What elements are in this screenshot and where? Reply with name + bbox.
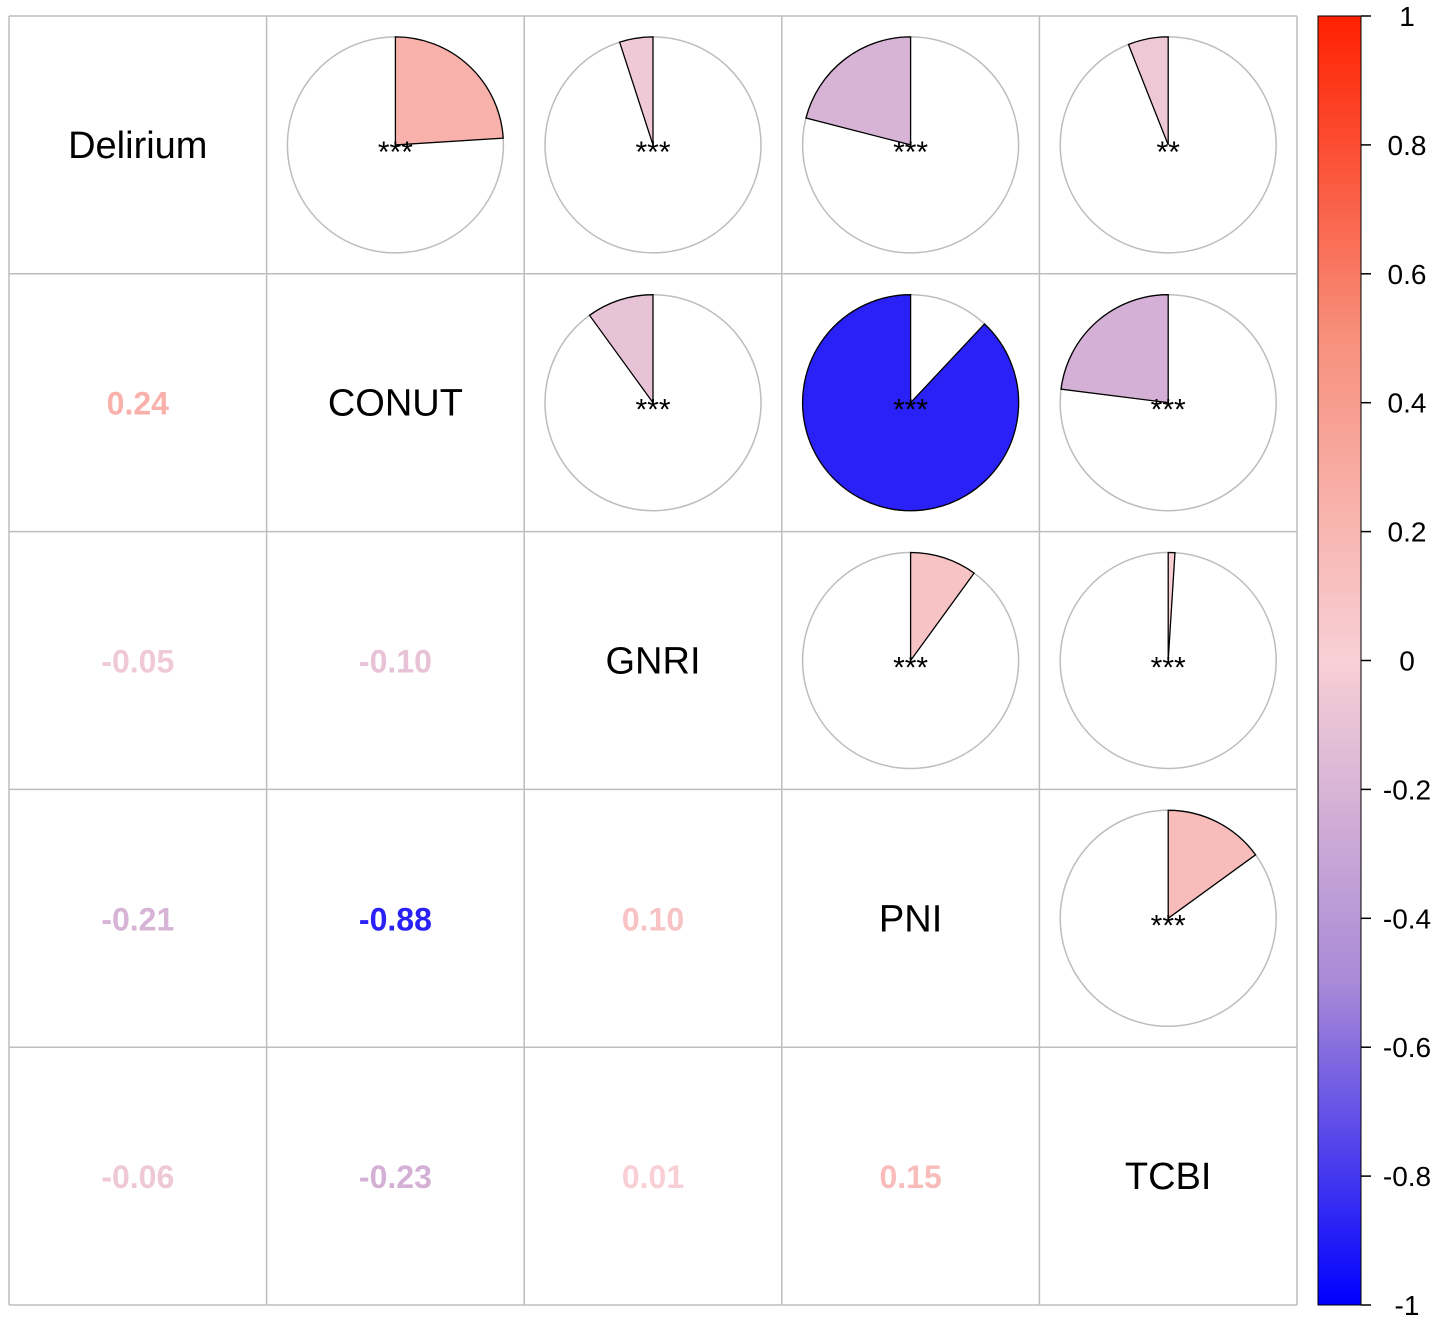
correlation-value: 0.15 <box>879 1159 941 1195</box>
pie-wedge <box>1127 36 1169 146</box>
colorbar-tick-label: -0.4 <box>1383 903 1431 934</box>
variable-label: TCBI <box>1125 1156 1212 1198</box>
significance-stars: *** <box>893 136 928 169</box>
pie-wedge <box>1060 294 1169 404</box>
significance-stars: *** <box>378 136 413 169</box>
pie-wedge <box>805 36 912 146</box>
significance-stars: *** <box>1151 394 1186 427</box>
correlation-value: -0.05 <box>101 644 174 680</box>
correlation-value: -0.06 <box>101 1159 174 1195</box>
colorbar-tick-label: -1 <box>1395 1290 1420 1321</box>
significance-stars: *** <box>1151 652 1186 685</box>
variable-label: GNRI <box>606 641 701 683</box>
colorbar-tick-label: 0.4 <box>1388 388 1427 419</box>
pie-layer <box>286 36 1277 1028</box>
pie-wedge <box>909 551 975 663</box>
colorbar-tick-label: 0.2 <box>1388 517 1427 548</box>
colorbar-tick-label: -0.8 <box>1383 1161 1431 1192</box>
colorbar-legend: 1 0.8 0.6 0.4 0.2 0 -0.2 -0.4 -0.6 -0.8 -1 <box>1317 1 1431 1321</box>
significance-stars: ** <box>1157 136 1181 169</box>
correlation-value: -0.10 <box>359 644 432 680</box>
grid-layer <box>8 15 1298 1306</box>
significance-stars: *** <box>1151 909 1186 942</box>
variable-label: CONUT <box>328 383 463 425</box>
pie-wedge <box>394 36 504 146</box>
colorbar-tick-label: 1 <box>1399 1 1415 32</box>
colorbar-tick-label: -0.2 <box>1383 774 1431 805</box>
variable-label: PNI <box>879 898 942 940</box>
pie-wedge <box>1167 551 1176 661</box>
correlation-value: -0.23 <box>359 1159 432 1195</box>
pie-wedge <box>1167 809 1257 920</box>
pie-wedge <box>802 294 1020 512</box>
colorbar-tick-label: 0 <box>1399 646 1415 677</box>
significance-stars: *** <box>893 394 928 427</box>
correlation-value: 0.24 <box>107 386 169 422</box>
correlation-value: -0.88 <box>359 901 432 937</box>
correlation-value: -0.21 <box>101 901 174 937</box>
colorbar-tick-label: -0.6 <box>1383 1032 1431 1063</box>
significance-stars: *** <box>893 652 928 685</box>
colorbar-tick-label: 0.8 <box>1388 130 1427 161</box>
significance-stars: *** <box>635 136 670 169</box>
variable-label: Delirium <box>68 125 207 167</box>
colorbar-bar <box>1317 15 1362 1306</box>
pie-wedge <box>588 294 654 405</box>
significance-stars: *** <box>635 394 670 427</box>
colorbar-tick-label: 0.6 <box>1388 259 1427 290</box>
pie-wedge <box>618 36 654 146</box>
correlation-value: 0.01 <box>622 1159 684 1195</box>
correlation-value: 0.10 <box>622 901 684 937</box>
